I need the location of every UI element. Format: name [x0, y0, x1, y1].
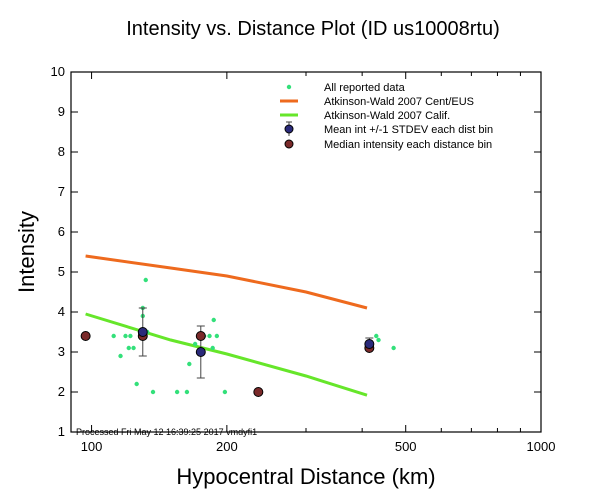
x-axis: 100 200 500 1000	[81, 72, 556, 454]
reported-data-point	[207, 333, 212, 339]
y-tick-label: 7	[58, 184, 65, 199]
reported-data-point	[126, 345, 131, 351]
reported-data-point	[184, 389, 190, 395]
series-layer	[80, 254, 396, 397]
legend-label: Median intensity each distance bin	[324, 139, 492, 151]
reported-data-point	[150, 389, 156, 395]
reported-data-point	[214, 333, 220, 339]
calif-curve	[85, 312, 368, 397]
reported-data-point	[118, 353, 123, 359]
x-tick-label: 500	[395, 439, 417, 454]
processed-footnote: Processed Fri May 12 16:39:25 2017 vmdyf…	[76, 427, 257, 437]
legend-mean-swatch	[284, 124, 294, 134]
y-tick-label: 9	[58, 104, 65, 119]
y-tick-label: 5	[58, 264, 65, 279]
reported-data-point	[192, 341, 198, 347]
y-tick-label: 1	[58, 424, 65, 439]
mean-intensity-point	[137, 327, 148, 337]
reported-data-point	[210, 345, 215, 351]
reported-data-point	[143, 277, 148, 283]
reported-data-point	[131, 345, 136, 351]
y-tick-label: 10	[51, 64, 65, 79]
y-tick-label: 6	[58, 224, 65, 239]
median-intensity-point	[80, 331, 91, 341]
x-tick-label: 1000	[527, 439, 556, 454]
legend: All reported data Atkinson-Wald 2007 Cent…	[280, 82, 493, 151]
y-tick-label: 3	[58, 344, 65, 359]
reported-data-point	[174, 389, 180, 395]
x-tick-label: 100	[81, 439, 103, 454]
reported-data-point	[111, 333, 116, 339]
reported-data-point	[134, 381, 139, 387]
x-tick-label: 200	[216, 439, 238, 454]
y-tick-label: 2	[58, 384, 65, 399]
legend-label: All reported data	[324, 82, 406, 94]
y-axis: 1 2 3 4 5 6 7 8 9 10	[51, 64, 541, 439]
cent-eus-curve	[85, 254, 368, 310]
reported-data-point	[374, 333, 379, 339]
reported-data-point	[187, 361, 192, 367]
legend-median-swatch	[284, 139, 294, 149]
reported-data-point	[128, 333, 133, 339]
y-tick-label: 4	[58, 304, 65, 319]
mean-intensity-point	[364, 339, 375, 349]
y-tick-label: 8	[58, 144, 65, 159]
x-axis-label: Hypocentral Distance (km)	[176, 464, 435, 489]
legend-label: Mean int +/-1 STDEV each dist bin	[324, 124, 493, 136]
y-axis-label: Intensity	[14, 211, 39, 293]
legend-reported-swatch	[286, 84, 292, 90]
median-intensity-point	[253, 387, 264, 397]
chart-title: Intensity vs. Distance Plot (ID us10008r…	[126, 18, 500, 40]
mean-intensity-point	[195, 347, 206, 357]
reported-data-point	[211, 317, 216, 323]
reported-data-point	[222, 389, 228, 395]
legend-label: Atkinson-Wald 2007 Calif.	[324, 110, 450, 122]
legend-label: Atkinson-Wald 2007 Cent/EUS	[324, 96, 474, 108]
reported-data-point	[123, 333, 128, 339]
reported-data-point	[391, 345, 396, 351]
reported-data-point	[376, 337, 381, 343]
median-intensity-point	[195, 331, 206, 341]
